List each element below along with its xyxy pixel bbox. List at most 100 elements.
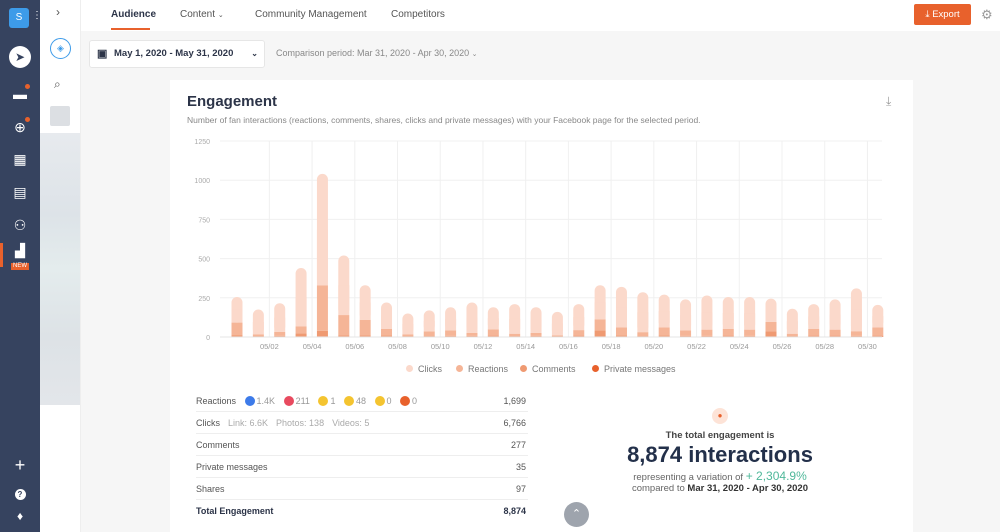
bar-comments — [445, 335, 457, 337]
profile-thumbnail[interactable] — [50, 106, 70, 126]
legend-comments: Comments — [520, 364, 576, 374]
expand-chevron-icon[interactable]: › — [56, 5, 60, 19]
x-tick-label: 05/22 — [687, 342, 706, 351]
listening-icon[interactable]: ⊕ — [10, 117, 30, 137]
total-interactions: 8,874 interactions — [627, 442, 813, 467]
bar-comments — [466, 335, 478, 337]
y-tick-label: 250 — [198, 296, 210, 303]
bar-comments — [295, 333, 307, 337]
bar-clicks-base — [487, 318, 499, 330]
clicks-value: 6,766 — [503, 418, 526, 428]
bell-icon[interactable]: ♦ — [16, 509, 24, 523]
bar-reactions — [252, 334, 264, 337]
bar-clicks-base — [786, 321, 798, 334]
analytics-icon[interactable]: ▟ — [15, 243, 25, 258]
sad-icon: 0 — [374, 396, 392, 406]
bar-comments — [594, 330, 606, 337]
plus-icon[interactable]: + — [14, 455, 26, 475]
x-tick-label: 05/14 — [516, 342, 535, 351]
export-button[interactable]: ⤓ Export — [914, 4, 971, 25]
download-icon: ⤓ — [925, 9, 930, 20]
x-tick-label: 05/16 — [559, 342, 578, 351]
bar-reactions — [274, 331, 286, 336]
x-tick-label: 05/04 — [303, 342, 322, 351]
bar-clicks-base — [252, 322, 264, 335]
tab-competitors[interactable]: Competitors — [391, 9, 445, 20]
bar-comments — [808, 335, 820, 337]
legend-clicks: Clicks — [406, 364, 442, 374]
help-icon[interactable]: ? — [10, 482, 30, 502]
gear-icon[interactable]: ⚙ — [981, 7, 993, 22]
table-row-reactions: Reactions 1.4K 211 1 48 0 0 1,699 — [196, 390, 528, 412]
bar-clicks-base — [402, 323, 414, 335]
calendar-icon[interactable]: ▦ — [13, 151, 27, 167]
bar-comments — [701, 335, 713, 337]
bar-comments — [402, 336, 414, 337]
bar-reactions — [551, 335, 563, 337]
comparison-period-dropdown[interactable]: Comparison period: Mar 31, 2020 - Apr 30… — [276, 48, 478, 58]
x-tick-label: 05/02 — [260, 342, 279, 351]
date-range-value: May 1, 2020 - May 31, 2020 — [114, 48, 234, 59]
inbox-icon[interactable]: ▬ — [10, 84, 30, 104]
team-icon[interactable]: ⚇ — [13, 217, 27, 233]
bar-clicks-base — [466, 317, 478, 333]
chevron-down-icon: ⌄ — [471, 51, 478, 58]
bar-clicks-base — [551, 323, 563, 336]
x-tick-label: 05/26 — [773, 342, 792, 351]
bar-clicks-base — [231, 309, 243, 323]
more-icon[interactable]: ⋮ — [32, 10, 42, 21]
table-row: Shares 97 — [196, 478, 528, 500]
bar-clicks-base — [615, 307, 627, 328]
bar-reactions — [316, 285, 328, 331]
bar-reactions — [615, 327, 627, 336]
x-tick-label: 05/20 — [644, 342, 663, 351]
table-row-clicks: Clicks Link: 6.6K Photos: 138 Videos: 5 6,7… — [196, 412, 528, 434]
bar-comments — [786, 336, 798, 337]
tab-content-label: Content — [180, 9, 216, 20]
bar-comments — [658, 335, 670, 337]
bar-reactions — [722, 329, 734, 336]
tab-audience[interactable]: Audience — [111, 9, 157, 20]
bar-reactions — [295, 326, 307, 334]
bar-reactions — [701, 329, 713, 336]
bar-comments — [487, 335, 499, 337]
y-tick-label: 750 — [198, 217, 210, 224]
bar-reactions — [509, 333, 521, 337]
bar-clicks-base — [316, 229, 328, 286]
x-tick-label: 05/06 — [345, 342, 364, 351]
profile-list-blurred — [40, 133, 80, 405]
x-tick-label: 05/10 — [431, 342, 450, 351]
bar-clicks-base — [808, 316, 820, 330]
search-icon[interactable]: ⌕ — [54, 77, 61, 91]
card-title: Engagement — [187, 93, 278, 110]
bar-comments — [316, 330, 328, 337]
bar-reactions — [829, 329, 841, 336]
bar-reactions — [402, 334, 414, 337]
bar-clicks-base — [722, 313, 734, 330]
bar-clicks-base — [680, 314, 692, 331]
bar-reactions — [637, 332, 649, 337]
legend-reactions: Reactions — [456, 364, 508, 374]
bar-comments — [551, 336, 563, 337]
bar-reactions — [680, 330, 692, 336]
download-icon[interactable]: ⤓ — [886, 94, 892, 108]
bar-clicks-base — [637, 312, 649, 333]
notes-icon[interactable]: ▤ — [13, 184, 27, 200]
date-range-picker[interactable]: ▣ May 1, 2020 - May 31, 2020 ⌄ — [89, 40, 265, 68]
comparison-label: Comparison period: Mar 31, 2020 - Apr 30… — [276, 48, 470, 58]
bar-comments — [680, 335, 692, 337]
tab-community-management[interactable]: Community Management — [255, 9, 367, 20]
bar-clicks-base — [573, 317, 585, 331]
scroll-top-button[interactable]: ⌃ — [564, 502, 589, 527]
bar-reactions — [744, 329, 756, 336]
tab-content[interactable]: Content ⌄ — [180, 9, 224, 20]
y-tick-label: 0 — [206, 335, 210, 342]
bar-comments — [359, 335, 371, 337]
secondary-sidebar: › ◈ ⌕ — [40, 0, 81, 532]
bar-clicks-base — [872, 316, 884, 328]
avatar[interactable]: S — [9, 8, 29, 28]
profiles-icon[interactable]: ◈ — [50, 38, 71, 59]
engagement-chart: 0 250 500 750 1000 1250 05/02 05/04 05/06 05/08 05… — [194, 139, 884, 351]
bar-comments — [381, 335, 393, 337]
paper-plane-icon[interactable]: ➤ — [9, 46, 31, 68]
